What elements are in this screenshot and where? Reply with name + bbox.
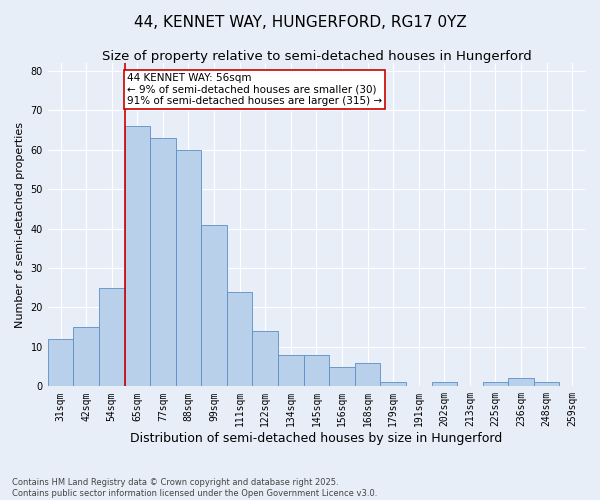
Bar (482, 382, 508, 386)
X-axis label: Distribution of semi-detached houses by size in Hungerford: Distribution of semi-detached houses by … (130, 432, 503, 445)
Bar (329, 366, 355, 386)
Bar (176, 150, 201, 386)
Text: 44 KENNET WAY: 56sqm
← 9% of semi-detached houses are smaller (30)
91% of semi-d: 44 KENNET WAY: 56sqm ← 9% of semi-detach… (127, 72, 382, 106)
Bar (125, 126, 150, 386)
Y-axis label: Number of semi-detached properties: Number of semi-detached properties (15, 122, 25, 328)
Title: Size of property relative to semi-detached houses in Hungerford: Size of property relative to semi-detach… (101, 50, 531, 63)
Bar (227, 292, 253, 386)
Bar (508, 378, 534, 386)
Bar (201, 224, 227, 386)
Bar (150, 138, 176, 386)
Bar (73, 327, 99, 386)
Bar (253, 331, 278, 386)
Bar (48, 339, 73, 386)
Text: 44, KENNET WAY, HUNGERFORD, RG17 0YZ: 44, KENNET WAY, HUNGERFORD, RG17 0YZ (134, 15, 466, 30)
Bar (99, 288, 125, 386)
Bar (534, 382, 559, 386)
Bar (380, 382, 406, 386)
Text: Contains HM Land Registry data © Crown copyright and database right 2025.
Contai: Contains HM Land Registry data © Crown c… (12, 478, 377, 498)
Bar (278, 355, 304, 386)
Bar (355, 362, 380, 386)
Bar (304, 355, 329, 386)
Bar (431, 382, 457, 386)
